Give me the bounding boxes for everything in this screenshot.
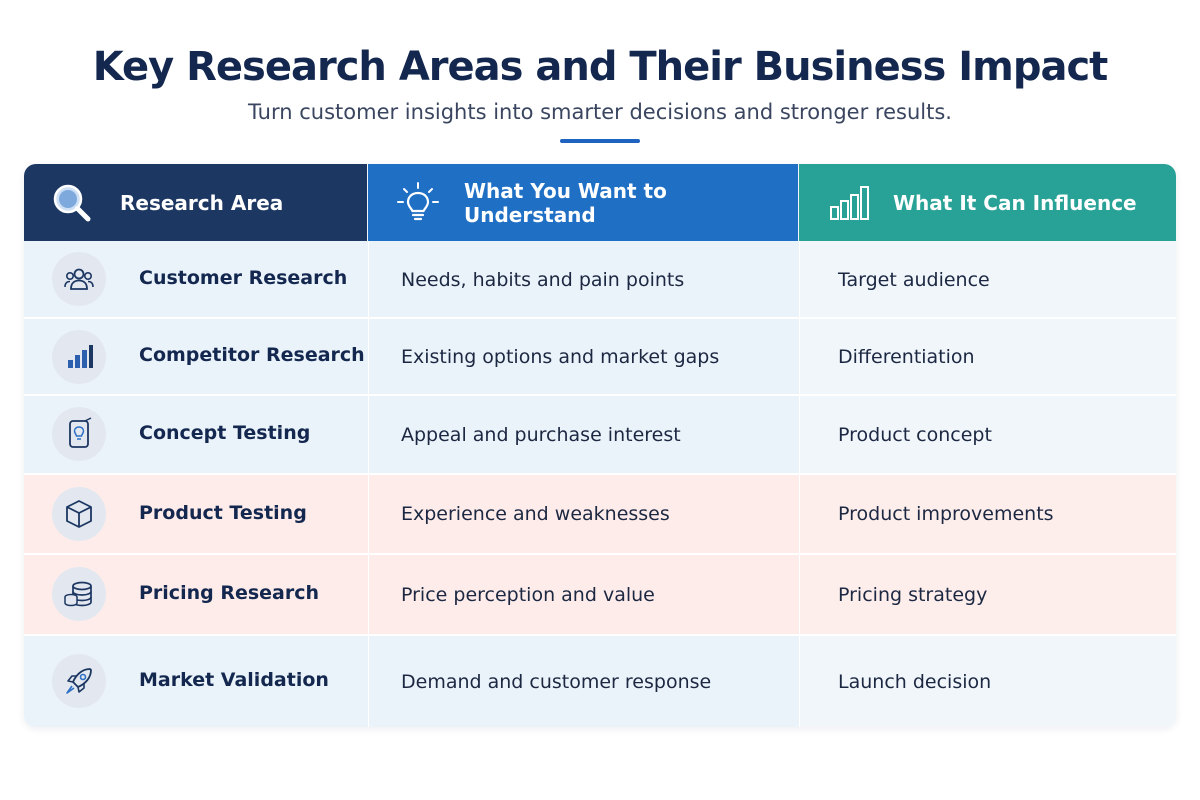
row-area: Market Validation	[139, 669, 329, 691]
row-area: Pricing Research	[139, 582, 320, 604]
row-separator	[24, 394, 1176, 396]
row-area: Competitor Research	[139, 344, 365, 366]
header-label: What It Can Influence	[893, 190, 1137, 215]
row-understand: Experience and weaknesses	[368, 475, 798, 553]
row-understand: Price perception and value	[368, 555, 798, 634]
page-title: Key Research Areas and Their Business Im…	[92, 44, 1109, 90]
header-label: What You Want to Understand	[464, 178, 667, 227]
header-label: Research Area	[120, 190, 284, 215]
row-area: Product Testing	[139, 502, 307, 524]
rocket-icon	[52, 654, 106, 708]
row-understand: Demand and customer response	[368, 636, 798, 727]
bar-chart-icon	[52, 330, 106, 384]
row-influence: Pricing strategy	[799, 555, 1176, 634]
row-influence: Product improvements	[799, 475, 1176, 553]
row-influence: Product concept	[799, 396, 1176, 473]
row-area: Customer Research	[139, 267, 348, 289]
header-understand: What You Want to Understand	[368, 164, 798, 241]
row-influence: Launch decision	[799, 636, 1176, 727]
row-understand: Appeal and purchase interest	[368, 396, 798, 473]
title-divider	[560, 139, 640, 143]
row-influence: Target audience	[799, 241, 1176, 318]
table-header: Research Area What You Want to Understan…	[24, 164, 1176, 241]
people-icon	[52, 252, 106, 306]
row-separator	[24, 553, 1176, 555]
row-area: Concept Testing	[139, 422, 311, 444]
table-row: Customer Research Needs, habits and pain…	[24, 241, 1176, 318]
coins-icon	[52, 567, 106, 621]
row-separator	[24, 473, 1176, 475]
idea-card-icon	[52, 407, 106, 461]
box-icon	[52, 487, 106, 541]
table-row: Competitor Research Existing options and…	[24, 319, 1176, 395]
page-subtitle: Turn customer insights into smarter deci…	[248, 100, 952, 124]
table-row: Concept Testing Appeal and purchase inte…	[24, 396, 1176, 473]
research-table: Research Area What You Want to Understan…	[24, 164, 1176, 727]
row-influence: Differentiation	[799, 319, 1176, 395]
table-row: Market Validation Demand and customer re…	[24, 636, 1176, 727]
row-separator	[24, 317, 1176, 319]
row-understand: Needs, habits and pain points	[368, 241, 798, 318]
row-separator	[24, 634, 1176, 636]
row-understand: Existing options and market gaps	[368, 319, 798, 395]
bar-chart-icon	[827, 181, 871, 225]
lightbulb-icon	[396, 181, 440, 225]
table-row: Pricing Research Price perception and va…	[24, 555, 1176, 634]
table-row: Product Testing Experience and weaknesse…	[24, 475, 1176, 553]
header-influence: What It Can Influence	[799, 164, 1176, 241]
header-research-area: Research Area	[24, 164, 367, 241]
magnifier-icon	[50, 181, 94, 225]
